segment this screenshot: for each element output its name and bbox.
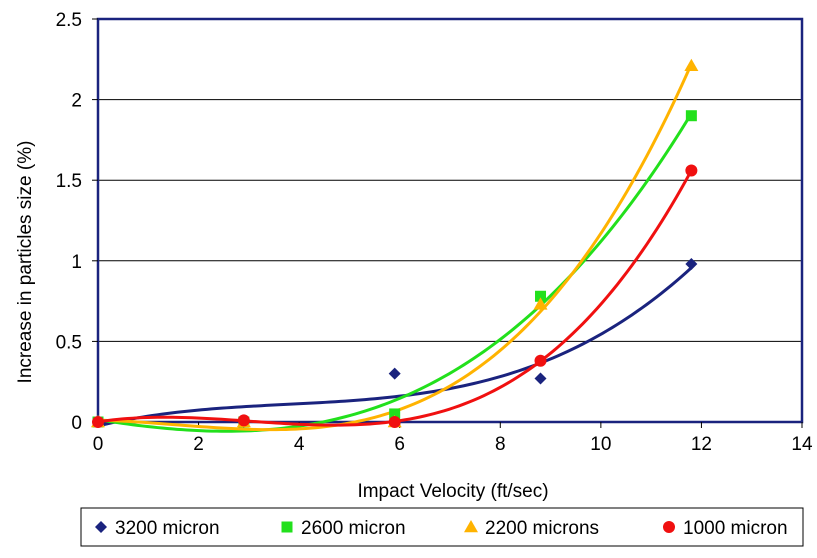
x-tick-label-2: 4 [294, 434, 305, 455]
point-series2-4 [535, 290, 547, 302]
legend-label-3: 2200 microns [485, 518, 599, 539]
tick-labels: 0 2 4 6 8 10 12 14 0 0.5 1 1.5 2 2.5 [56, 10, 813, 455]
point-series4-3 [388, 416, 401, 428]
data-markers [91, 58, 699, 428]
point-series1-3 [388, 367, 401, 380]
legend-entry-2: 2600 micron [281, 518, 406, 539]
x-tick-label-6: 12 [691, 434, 712, 455]
legend-marker-4 [663, 521, 675, 533]
trendline-1 [97, 266, 693, 428]
legend-box [80, 507, 804, 547]
y-axis-title: Increase in particles size (%) [15, 141, 36, 384]
x-tick-label-3: 6 [394, 434, 405, 455]
point-series2-3 [389, 408, 401, 420]
legend-label-2: 2600 micron [301, 518, 406, 539]
x-tick-label-7: 14 [791, 434, 813, 455]
point-series4-5 [685, 164, 698, 177]
legend-marker-3 [464, 520, 478, 533]
legend-entry-3: 2200 microns [464, 518, 599, 539]
legend-entry-1: 3200 micron [95, 518, 220, 539]
point-series2-5 [685, 110, 697, 122]
legend: 3200 micron 2600 micron 2200 microns 1000 m… [80, 507, 804, 547]
legend-label-1: 3200 micron [115, 518, 220, 539]
y-tick-label-5: 2.5 [56, 10, 82, 31]
trendline-2 [97, 112, 693, 433]
x-tick-label-4: 8 [495, 434, 506, 455]
x-tick-label-0: 0 [93, 434, 104, 455]
point-series1-5 [685, 258, 698, 271]
grid-lines [98, 18, 802, 342]
point-series1-4 [534, 372, 547, 385]
legend-entry-4: 1000 micron [663, 518, 788, 539]
y-tick-label-3: 1.5 [56, 171, 82, 192]
trendline-4 [97, 169, 693, 427]
y-tick-label-1: 0.5 [56, 332, 82, 353]
y-tick-label-2: 1 [71, 252, 82, 273]
point-series4-4 [534, 354, 547, 367]
axes [92, 17, 804, 428]
x-tick-label-5: 10 [590, 434, 611, 455]
legend-marker-1 [95, 521, 107, 533]
point-series4-1 [92, 416, 104, 428]
y-tick-label-4: 2 [71, 91, 82, 112]
plot-area-border [96, 17, 804, 424]
point-series4-2 [237, 414, 250, 427]
x-axis-title: Impact Velocity (ft/sec) [357, 481, 548, 502]
y-tick-label-0: 0 [71, 413, 82, 434]
legend-marker-2 [281, 521, 293, 533]
legend-label-4: 1000 micron [683, 518, 788, 539]
point-series3-4 [533, 297, 548, 310]
x-tick-label-1: 2 [193, 434, 204, 455]
point-series3-5 [684, 58, 699, 71]
